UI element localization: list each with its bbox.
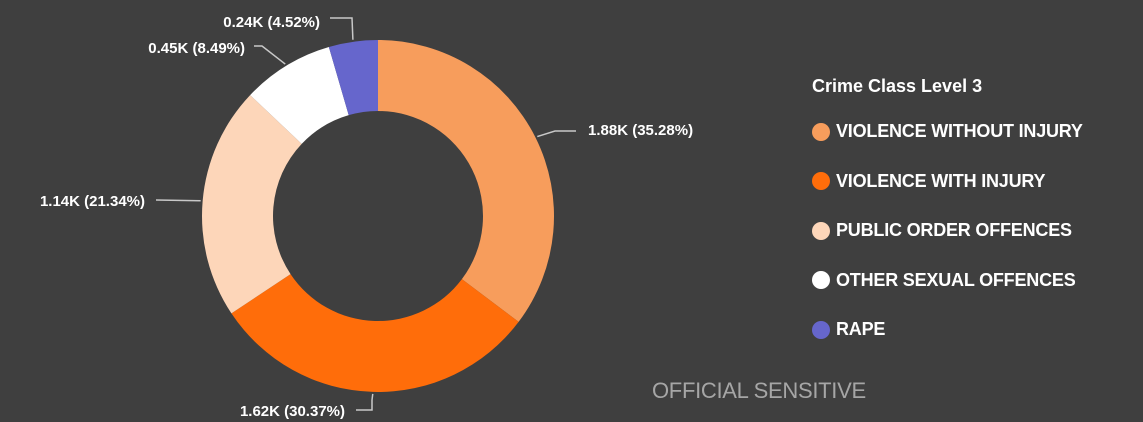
slice-public-order-offences[interactable] xyxy=(201,95,302,314)
legend-swatch xyxy=(812,320,830,339)
leader-line-rape xyxy=(330,17,354,40)
data-label-violence-without-injury: 1.88K (35.28%) xyxy=(588,122,693,139)
label-leader-lines xyxy=(155,17,576,411)
leader-line-violence-with-injury xyxy=(356,393,374,411)
legend-item-violence-without-injury[interactable]: VIOLENCE WITHOUT INJURY xyxy=(812,107,1142,157)
slice-rape[interactable] xyxy=(328,40,378,116)
donut-slices xyxy=(201,40,555,393)
legend-label: RAPE xyxy=(836,319,886,340)
slice-other-sexual-offences[interactable] xyxy=(250,46,349,144)
legend-label: VIOLENCE WITH INJURY xyxy=(836,170,1046,191)
legend-title: Crime Class Level 3 xyxy=(812,76,983,96)
legend-label: OTHER SEXUAL OFFENCES xyxy=(836,269,1076,290)
leader-line-violence-without-injury xyxy=(537,130,576,138)
data-labels: 1.88K (35.28%) 1.62K (30.37%) 1.14K (21.34… xyxy=(40,14,693,420)
data-label-violence-with-injury: 1.62K (30.37%) xyxy=(240,403,345,420)
slice-violence-with-injury[interactable] xyxy=(231,274,519,393)
data-label-public-order-offences: 1.14K (21.34%) xyxy=(40,193,145,210)
legend-swatch xyxy=(812,221,830,240)
legend: Crime Class Level 3 VIOLENCE WITHOUT INJ… xyxy=(812,76,1142,355)
legend-item-public-order-offences[interactable]: PUBLIC ORDER OFFENCES xyxy=(812,206,1142,256)
legend-label: VIOLENCE WITHOUT INJURY xyxy=(836,121,1083,142)
legend-swatch xyxy=(812,172,830,191)
slice-violence-without-injury[interactable] xyxy=(378,40,555,322)
leader-line-other-sexual-offences xyxy=(254,45,286,65)
leader-line-public-order-offences xyxy=(155,199,201,202)
legend-swatch xyxy=(812,271,830,290)
data-label-other-sexual-offences: 0.45K (8.49%) xyxy=(148,40,245,57)
legend-swatch xyxy=(812,122,830,141)
legend-item-rape[interactable]: RAPE xyxy=(812,305,1142,355)
legend-item-other-sexual-offences[interactable]: OTHER SEXUAL OFFENCES xyxy=(812,256,1142,306)
legend-item-violence-with-injury[interactable]: VIOLENCE WITH INJURY xyxy=(812,157,1142,207)
data-label-rape: 0.24K (4.52%) xyxy=(223,14,320,31)
classification-footer: OFFICIAL SENSITIVE xyxy=(652,378,866,403)
legend-label: PUBLIC ORDER OFFENCES xyxy=(836,220,1072,241)
